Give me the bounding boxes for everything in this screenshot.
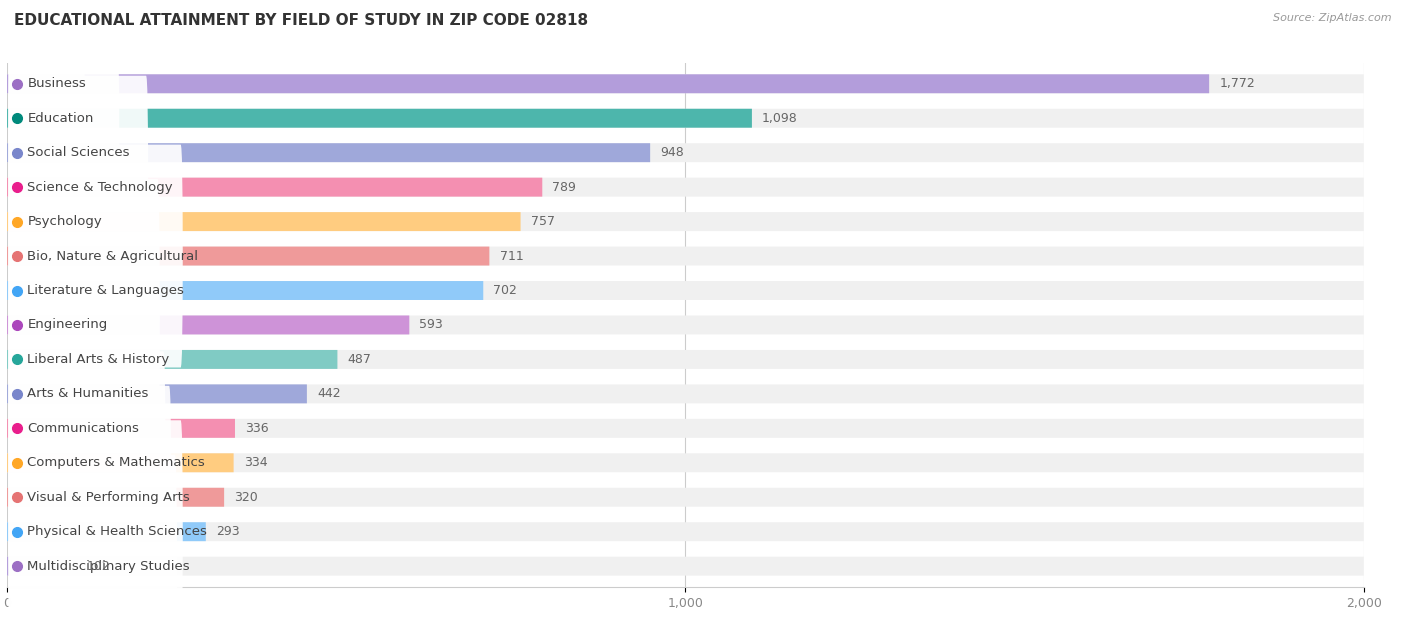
FancyBboxPatch shape xyxy=(7,316,409,334)
FancyBboxPatch shape xyxy=(8,351,166,574)
FancyBboxPatch shape xyxy=(8,0,79,195)
FancyBboxPatch shape xyxy=(7,419,235,438)
Text: Psychology: Psychology xyxy=(27,215,103,228)
Text: 1,098: 1,098 xyxy=(762,112,797,125)
FancyBboxPatch shape xyxy=(8,76,148,298)
Text: 1,772: 1,772 xyxy=(1219,77,1256,90)
FancyBboxPatch shape xyxy=(7,281,484,300)
FancyBboxPatch shape xyxy=(7,212,1364,231)
FancyBboxPatch shape xyxy=(8,248,160,471)
FancyBboxPatch shape xyxy=(7,247,1364,266)
Text: Science & Technology: Science & Technology xyxy=(27,180,173,194)
Text: Arts & Humanities: Arts & Humanities xyxy=(27,387,149,401)
FancyBboxPatch shape xyxy=(7,281,1364,300)
Text: Literature & Languages: Literature & Languages xyxy=(27,284,184,297)
FancyBboxPatch shape xyxy=(7,109,1364,127)
FancyBboxPatch shape xyxy=(8,283,131,505)
FancyBboxPatch shape xyxy=(7,384,1364,403)
Text: Liberal Arts & History: Liberal Arts & History xyxy=(27,353,170,366)
Text: 487: 487 xyxy=(347,353,371,366)
Text: 702: 702 xyxy=(494,284,517,297)
Text: Social Sciences: Social Sciences xyxy=(27,146,129,159)
Text: EDUCATIONAL ATTAINMENT BY FIELD OF STUDY IN ZIP CODE 02818: EDUCATIONAL ATTAINMENT BY FIELD OF STUDY… xyxy=(14,13,588,28)
Text: 757: 757 xyxy=(530,215,555,228)
FancyBboxPatch shape xyxy=(7,143,1364,162)
FancyBboxPatch shape xyxy=(8,213,96,437)
FancyBboxPatch shape xyxy=(7,212,520,231)
Text: 320: 320 xyxy=(235,491,259,504)
FancyBboxPatch shape xyxy=(8,41,120,264)
FancyBboxPatch shape xyxy=(7,557,1364,575)
Text: Computers & Mathematics: Computers & Mathematics xyxy=(27,456,205,469)
FancyBboxPatch shape xyxy=(8,144,183,367)
FancyBboxPatch shape xyxy=(7,419,1364,438)
Text: Visual & Performing Arts: Visual & Performing Arts xyxy=(27,491,190,504)
FancyBboxPatch shape xyxy=(7,453,233,472)
FancyBboxPatch shape xyxy=(7,109,752,127)
Text: Communications: Communications xyxy=(27,422,139,435)
FancyBboxPatch shape xyxy=(8,317,114,540)
FancyBboxPatch shape xyxy=(7,74,1209,93)
FancyBboxPatch shape xyxy=(8,179,160,402)
FancyBboxPatch shape xyxy=(7,316,1364,334)
FancyBboxPatch shape xyxy=(7,178,1364,197)
Text: Bio, Nature & Agricultural: Bio, Nature & Agricultural xyxy=(27,249,198,262)
FancyBboxPatch shape xyxy=(7,247,489,266)
FancyBboxPatch shape xyxy=(8,7,84,230)
Text: 593: 593 xyxy=(419,319,443,331)
Text: 334: 334 xyxy=(243,456,267,469)
FancyBboxPatch shape xyxy=(7,557,76,575)
Text: 442: 442 xyxy=(318,387,340,401)
Text: Business: Business xyxy=(27,77,86,90)
Text: Source: ZipAtlas.com: Source: ZipAtlas.com xyxy=(1274,13,1392,23)
FancyBboxPatch shape xyxy=(7,350,337,369)
FancyBboxPatch shape xyxy=(7,384,307,403)
FancyBboxPatch shape xyxy=(7,522,205,541)
FancyBboxPatch shape xyxy=(7,488,224,507)
Text: Multidisciplinary Studies: Multidisciplinary Studies xyxy=(27,560,190,573)
Text: 102: 102 xyxy=(86,560,110,573)
FancyBboxPatch shape xyxy=(7,350,1364,369)
Text: Engineering: Engineering xyxy=(27,319,108,331)
Text: 293: 293 xyxy=(217,525,239,538)
FancyBboxPatch shape xyxy=(8,420,183,631)
Text: 711: 711 xyxy=(499,249,523,262)
FancyBboxPatch shape xyxy=(7,178,543,197)
FancyBboxPatch shape xyxy=(7,453,1364,472)
Text: 336: 336 xyxy=(245,422,269,435)
Text: Education: Education xyxy=(27,112,94,125)
Text: 948: 948 xyxy=(661,146,685,159)
FancyBboxPatch shape xyxy=(7,488,1364,507)
FancyBboxPatch shape xyxy=(7,74,1364,93)
Text: Physical & Health Sciences: Physical & Health Sciences xyxy=(27,525,207,538)
FancyBboxPatch shape xyxy=(8,455,177,631)
FancyBboxPatch shape xyxy=(7,143,650,162)
FancyBboxPatch shape xyxy=(8,386,172,609)
FancyBboxPatch shape xyxy=(8,110,90,333)
FancyBboxPatch shape xyxy=(7,522,1364,541)
Text: 789: 789 xyxy=(553,180,576,194)
